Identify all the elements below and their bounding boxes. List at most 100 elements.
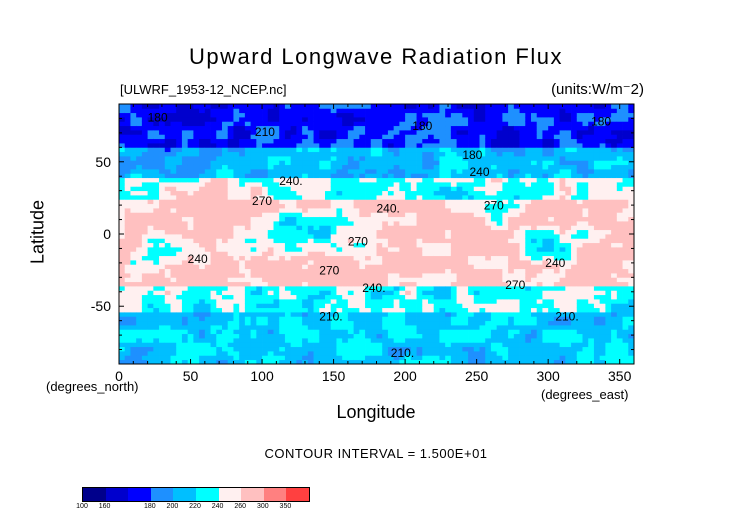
heatmap-cell	[582, 229, 589, 235]
heatmap-cell	[187, 117, 194, 122]
heatmap-cell	[141, 329, 149, 335]
heatmap-cell	[485, 169, 492, 174]
heatmap-cell	[531, 264, 538, 270]
heatmap-cell	[399, 182, 406, 187]
heatmap-cell	[250, 268, 257, 274]
heatmap-cell	[502, 294, 509, 300]
heatmap-cell	[445, 208, 452, 213]
heatmap-cell	[130, 208, 137, 213]
heatmap-cell	[342, 186, 349, 192]
heatmap-cell	[244, 186, 252, 192]
heatmap-cell	[325, 273, 332, 278]
heatmap-cell	[473, 346, 480, 352]
heatmap-cell	[502, 147, 509, 153]
heatmap-cell	[588, 342, 595, 348]
heatmap-cell	[336, 290, 343, 296]
heatmap-cell	[410, 108, 417, 114]
heatmap-cell	[330, 160, 337, 166]
heatmap-cell	[582, 277, 589, 283]
heatmap-cell	[490, 134, 498, 140]
heatmap-cell	[456, 130, 463, 135]
heatmap-cell	[153, 208, 160, 213]
heatmap-cell	[559, 130, 566, 135]
heatmap-cell	[593, 312, 601, 317]
heatmap-cell	[548, 134, 555, 140]
heatmap-cell	[336, 121, 343, 127]
heatmap-cell	[342, 303, 349, 309]
heatmap-cell	[365, 303, 372, 309]
heatmap-cell	[330, 342, 337, 348]
heatmap-cell	[513, 342, 520, 348]
heatmap-cell	[325, 355, 332, 361]
heatmap-cell	[410, 216, 417, 222]
heatmap-cell	[187, 169, 194, 174]
heatmap-cell	[565, 229, 572, 235]
heatmap-cell	[531, 333, 538, 339]
heatmap-cell	[428, 238, 435, 244]
heatmap-cell	[222, 203, 229, 209]
heatmap-cell	[456, 182, 463, 187]
heatmap-cell	[210, 333, 217, 339]
heatmap-cell	[256, 108, 263, 114]
heatmap-cell	[204, 134, 211, 140]
heatmap-cell	[290, 299, 297, 304]
heatmap-cell	[433, 338, 440, 343]
heatmap-cell	[353, 177, 360, 183]
heatmap-cell	[239, 264, 246, 270]
heatmap-cell	[496, 203, 503, 209]
heatmap-cell	[176, 242, 183, 248]
heatmap-cell	[422, 333, 429, 339]
heatmap-cell	[382, 229, 389, 235]
heatmap-cell	[187, 329, 194, 335]
heatmap-cell	[176, 307, 183, 313]
heatmap-cell	[330, 312, 337, 317]
heatmap-cell	[284, 355, 292, 361]
heatmap-cell	[502, 186, 509, 192]
heatmap-cell	[147, 169, 154, 174]
heatmap-cell	[439, 130, 446, 135]
heatmap-cell	[490, 121, 498, 127]
heatmap-cell	[433, 286, 440, 291]
heatmap-cell	[353, 255, 360, 261]
heatmap-cell	[330, 173, 337, 179]
heatmap-cell	[159, 203, 166, 209]
heatmap-cell	[290, 264, 297, 270]
heatmap-cell	[450, 121, 458, 127]
heatmap-cell	[353, 130, 360, 135]
heatmap-cell	[279, 294, 286, 300]
heatmap-cell	[422, 182, 429, 187]
heatmap-cell	[542, 125, 549, 131]
heatmap-cell	[439, 208, 446, 213]
heatmap-cell	[244, 208, 252, 213]
heatmap-cell	[239, 203, 246, 209]
heatmap-cell	[571, 286, 578, 291]
heatmap-cell	[559, 234, 566, 239]
heatmap-cell	[336, 346, 343, 352]
heatmap-cell	[490, 346, 498, 352]
heatmap-cell	[176, 238, 183, 244]
heatmap-cell	[296, 125, 303, 131]
heatmap-cell	[479, 264, 486, 270]
heatmap-cell	[513, 333, 520, 339]
heatmap-cell	[439, 195, 446, 200]
heatmap-cell	[593, 359, 601, 365]
heatmap-cell	[565, 169, 572, 174]
heatmap-cell	[279, 164, 286, 170]
heatmap-cell	[559, 225, 566, 231]
heatmap-cell	[124, 199, 131, 205]
heatmap-cell	[216, 164, 223, 170]
heatmap-cell	[365, 299, 372, 304]
heatmap-cell	[193, 255, 200, 261]
heatmap-cell	[147, 268, 154, 274]
heatmap-cell	[571, 333, 578, 339]
heatmap-cell	[588, 156, 595, 161]
heatmap-cell	[147, 316, 154, 322]
heatmap-cell	[582, 173, 589, 179]
heatmap-cell	[130, 143, 137, 148]
heatmap-cell	[141, 190, 149, 196]
heatmap-cell	[193, 112, 200, 118]
heatmap-cell	[136, 151, 143, 157]
heatmap-cell	[136, 121, 143, 127]
heatmap-cell	[548, 264, 555, 270]
heatmap-cell	[284, 277, 292, 283]
